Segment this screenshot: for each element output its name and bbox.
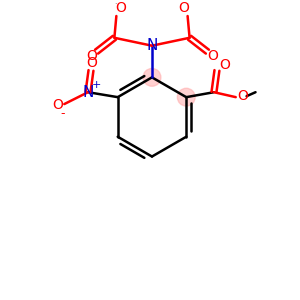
- Circle shape: [143, 68, 161, 86]
- Text: +: +: [92, 80, 102, 90]
- Text: O: O: [178, 1, 189, 15]
- Text: O: O: [207, 49, 218, 63]
- Text: N: N: [146, 38, 158, 53]
- Text: N: N: [82, 85, 94, 100]
- Text: O: O: [86, 49, 97, 63]
- Text: O: O: [237, 89, 248, 103]
- Text: -: -: [60, 107, 64, 121]
- Text: O: O: [86, 56, 98, 70]
- Text: O: O: [115, 1, 126, 15]
- Text: O: O: [219, 58, 230, 73]
- Text: O: O: [52, 98, 63, 112]
- Circle shape: [177, 88, 195, 106]
